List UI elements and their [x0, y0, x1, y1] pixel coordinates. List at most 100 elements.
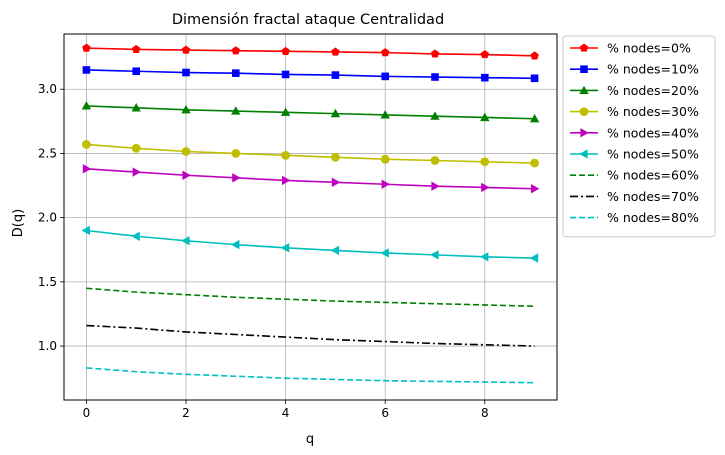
- data-point: [282, 175, 291, 186]
- data-point: [381, 179, 391, 189]
- x-tick-label: 6: [381, 406, 389, 420]
- legend-label: % nodes=40%: [607, 125, 699, 140]
- y-tick-label: 3.0: [38, 82, 57, 96]
- data-point: [82, 43, 91, 52]
- data-point: [530, 74, 539, 83]
- series-7: [86, 324, 535, 347]
- data-point: [231, 46, 241, 55]
- series-line: [86, 287, 535, 308]
- series-line: [86, 324, 535, 347]
- chart-title: Dimensión fractal ataque Centralidad: [172, 12, 444, 28]
- data-point: [430, 111, 440, 120]
- data-point: [479, 252, 489, 262]
- legend-entry: % nodes=10%: [570, 62, 699, 77]
- data-point: [181, 236, 190, 246]
- x-tick-label: 2: [182, 406, 190, 420]
- data-point: [480, 73, 489, 82]
- data-point: [281, 46, 290, 55]
- series-8: [86, 367, 535, 384]
- data-point: [280, 243, 290, 253]
- series-line: [86, 143, 535, 164]
- series-4: [82, 164, 540, 194]
- axis-ticks: 0 2 4 6 8 1.0 1.5 2.0 2.5 3.0: [38, 82, 489, 420]
- data-point: [530, 184, 540, 194]
- data-point: [182, 170, 191, 180]
- x-tick-label: 8: [481, 406, 489, 420]
- series-5: [81, 225, 539, 263]
- data-point: [181, 104, 191, 114]
- legend-label: % nodes=70%: [607, 189, 699, 204]
- data-point: [281, 150, 291, 160]
- data-point: [232, 69, 240, 77]
- data-point: [480, 157, 490, 167]
- data-point: [331, 47, 340, 56]
- data-point: [331, 71, 340, 79]
- series-line: [86, 69, 535, 80]
- data-point: [480, 50, 490, 59]
- legend-label: % nodes=20%: [607, 83, 699, 98]
- data-point: [529, 113, 540, 123]
- data-point: [82, 164, 92, 174]
- data-point: [181, 147, 191, 156]
- series-1: [82, 66, 539, 83]
- data-point: [580, 128, 589, 138]
- series-line: [86, 47, 535, 57]
- legend-entry: % nodes=40%: [570, 125, 699, 140]
- data-point: [330, 152, 340, 162]
- data-point: [430, 156, 440, 165]
- data-point: [132, 67, 141, 76]
- series-line: [86, 229, 535, 259]
- x-axis-label: q: [306, 432, 314, 447]
- series-6: [86, 287, 535, 308]
- legend-entry: % nodes=30%: [570, 104, 699, 119]
- data-point: [131, 103, 141, 112]
- legend-entry: % nodes=20%: [570, 83, 699, 98]
- data-point: [580, 65, 588, 74]
- data-point: [231, 106, 241, 115]
- series-3: [82, 140, 539, 168]
- data-point: [81, 101, 92, 110]
- plot-frame: [63, 33, 558, 401]
- data-point: [82, 140, 91, 149]
- legend-box: [562, 35, 716, 238]
- legend: % nodes=0% % nodes=10% % nodes=20% % nodes=…: [562, 35, 716, 238]
- data-point: [232, 173, 241, 183]
- legend-entry: % nodes=60%: [570, 168, 699, 183]
- data-point: [579, 107, 589, 116]
- data-point: [181, 45, 191, 54]
- legend-label: % nodes=0%: [607, 41, 691, 56]
- data-point: [81, 225, 91, 236]
- y-tick-label: 2.5: [38, 146, 57, 160]
- x-tick-label: 4: [282, 406, 290, 420]
- legend-entry: % nodes=70%: [570, 189, 699, 204]
- x-tick-label: 0: [83, 406, 91, 420]
- y-tick-label: 1.0: [38, 339, 57, 353]
- data-point: [480, 112, 490, 122]
- series-line: [86, 105, 535, 120]
- data-point: [281, 70, 290, 79]
- data-point: [131, 44, 141, 54]
- data-point: [530, 51, 539, 60]
- data-point: [331, 177, 341, 188]
- data-point: [431, 181, 440, 191]
- data-point: [431, 73, 439, 81]
- series-line: [86, 168, 535, 190]
- data-point: [380, 154, 390, 164]
- data-point: [182, 68, 190, 77]
- data-point: [579, 149, 588, 159]
- data-point: [131, 143, 141, 153]
- legend-label: % nodes=30%: [607, 104, 699, 119]
- legend-entry: % nodes=0%: [570, 41, 691, 56]
- data-point: [330, 245, 339, 256]
- data-point: [530, 158, 539, 168]
- y-axis-label: D(q): [11, 209, 26, 237]
- legend-entry: % nodes=80%: [570, 210, 699, 225]
- data-point: [330, 108, 341, 118]
- data-point: [380, 110, 390, 119]
- data-point: [231, 149, 241, 158]
- legend-label: % nodes=80%: [607, 210, 699, 225]
- data-point: [380, 248, 389, 258]
- legend-entry: % nodes=50%: [570, 147, 699, 162]
- data-point: [380, 48, 390, 57]
